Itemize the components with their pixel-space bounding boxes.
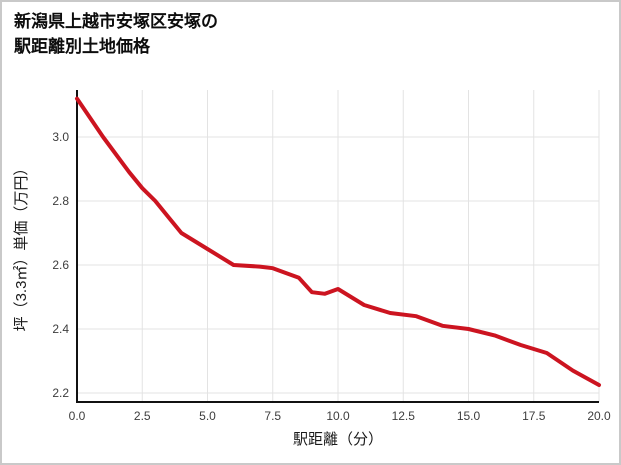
x-tick-label: 5.0 (199, 409, 216, 423)
x-tick-label: 7.5 (264, 409, 281, 423)
x-tick-label: 20.0 (587, 409, 611, 423)
x-tick-label: 0.0 (69, 409, 86, 423)
y-tick-label: 2.4 (52, 322, 69, 336)
x-tick-label: 12.5 (392, 409, 416, 423)
x-tick-label: 17.5 (522, 409, 546, 423)
price-line-series (75, 96, 601, 387)
x-tick-label: 10.0 (326, 409, 350, 423)
chart-title-line-2: 駅距離別土地価格 (14, 36, 150, 56)
x-tick-label: 2.5 (134, 409, 151, 423)
chart-title: 新潟県上越市安塚区安塚の 駅距離別土地価格 (14, 10, 218, 59)
x-tick-label: 15.0 (457, 409, 481, 423)
y-tick-label: 2.8 (52, 194, 69, 208)
y-tick-label: 2.2 (52, 386, 69, 400)
chart-title-line-1: 新潟県上越市安塚区安塚の (14, 12, 218, 31)
y-axis-label: 坪（3.3㎡）単価（万円） (13, 161, 30, 332)
x-axis-label: 駅距離（分） (293, 430, 383, 448)
y-tick-label: 3.0 (52, 130, 69, 144)
y-tick-label: 2.6 (52, 258, 69, 272)
